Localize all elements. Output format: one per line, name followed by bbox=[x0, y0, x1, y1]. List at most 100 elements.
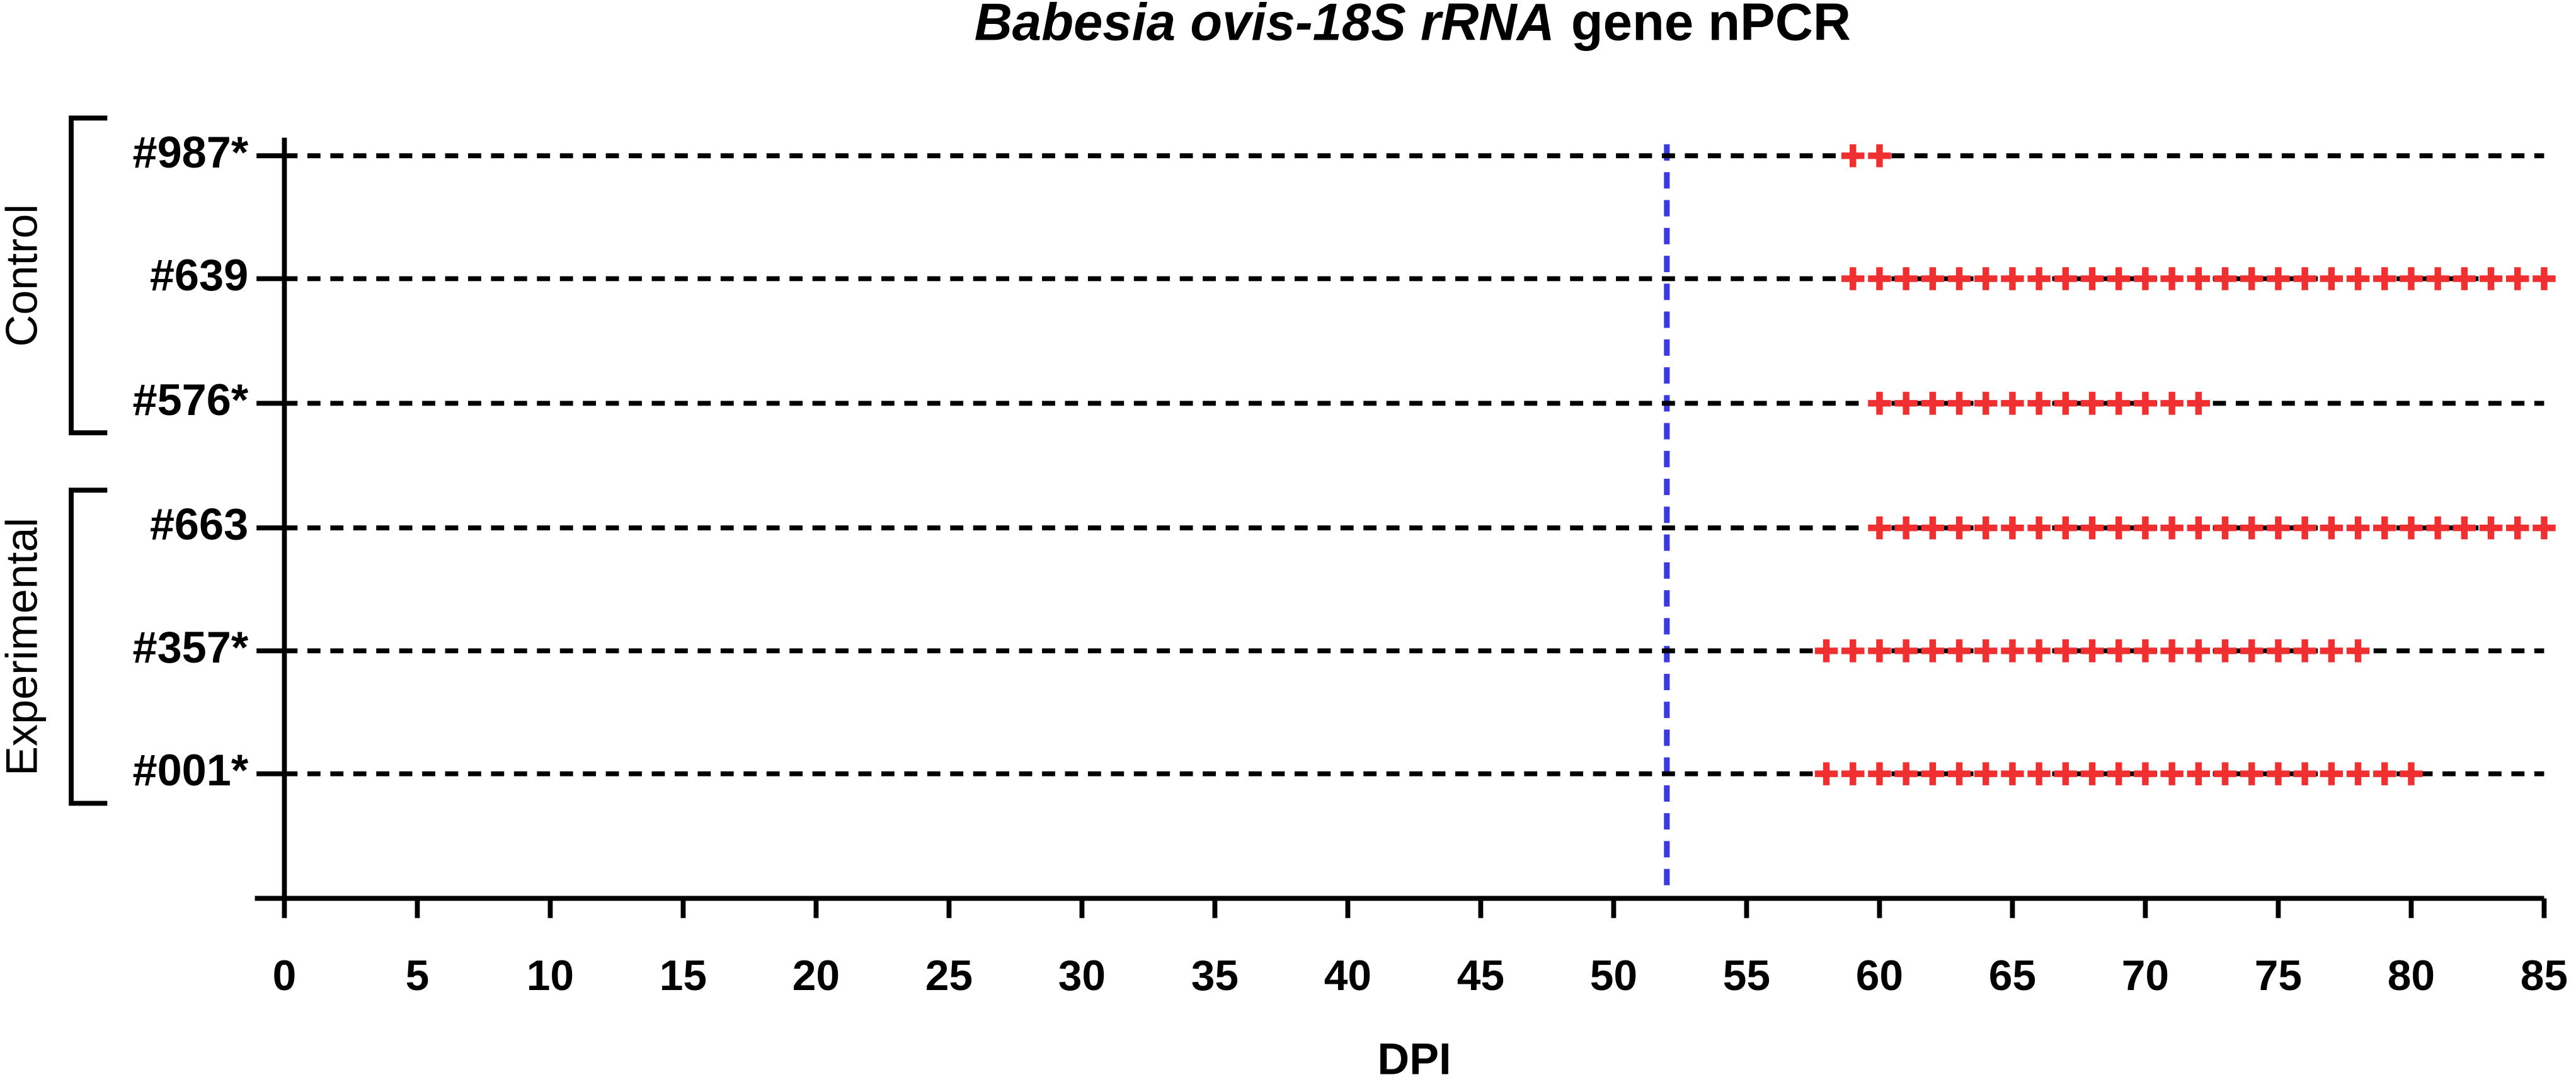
x-tick-label: 15 bbox=[660, 952, 707, 999]
positive-marker bbox=[1841, 639, 1865, 663]
positive-marker bbox=[2346, 267, 2370, 290]
positive-marker bbox=[1868, 639, 1891, 663]
positive-marker bbox=[1868, 392, 1891, 415]
positive-marker bbox=[2080, 639, 2104, 663]
positive-marker bbox=[2027, 639, 2051, 663]
positive-marker bbox=[2373, 267, 2396, 290]
x-tick-label: 75 bbox=[2255, 952, 2302, 999]
positive-marker bbox=[2267, 639, 2290, 663]
positive-marker bbox=[2160, 267, 2184, 290]
positive-marker bbox=[2373, 762, 2396, 785]
positive-marker bbox=[2453, 267, 2476, 290]
positive-marker bbox=[2400, 516, 2423, 540]
positive-marker bbox=[2320, 516, 2344, 540]
positive-marker bbox=[2293, 639, 2316, 663]
positive-marker bbox=[1921, 639, 1945, 663]
positive-marker bbox=[2346, 762, 2370, 785]
positive-marker bbox=[2001, 639, 2024, 663]
positive-marker bbox=[2027, 392, 2051, 415]
x-tick-label: 25 bbox=[925, 952, 973, 999]
positive-marker bbox=[2187, 516, 2211, 540]
positive-marker bbox=[2160, 762, 2184, 785]
positive-marker bbox=[2107, 639, 2131, 663]
positive-marker bbox=[2054, 392, 2078, 415]
positive-marker bbox=[1974, 639, 1998, 663]
x-tick-label: 35 bbox=[1191, 952, 1239, 999]
positive-marker bbox=[2187, 639, 2211, 663]
positive-marker bbox=[2134, 392, 2157, 415]
positive-marker bbox=[1921, 267, 1945, 290]
x-tick-label: 10 bbox=[527, 952, 574, 999]
positive-marker bbox=[1947, 762, 1971, 785]
positive-marker bbox=[2426, 516, 2449, 540]
positive-marker bbox=[1894, 267, 1918, 290]
positive-marker bbox=[2080, 267, 2104, 290]
positive-marker bbox=[1841, 144, 1865, 168]
row-label: #639 bbox=[150, 250, 248, 300]
positive-marker bbox=[2107, 516, 2131, 540]
positive-marker bbox=[2054, 516, 2078, 540]
row-label: #357* bbox=[133, 622, 249, 672]
x-tick-label: 30 bbox=[1058, 952, 1106, 999]
title-part: gene nPCR bbox=[1571, 0, 1851, 52]
positive-marker bbox=[2346, 516, 2370, 540]
positive-marker bbox=[1868, 762, 1891, 785]
positive-marker bbox=[2080, 762, 2104, 785]
positive-marker bbox=[1894, 392, 1918, 415]
positive-marker bbox=[2213, 516, 2237, 540]
title-part: Babesia ovis-18S rRNA bbox=[975, 0, 1555, 52]
positive-marker bbox=[1947, 392, 1971, 415]
positive-marker bbox=[2400, 762, 2423, 785]
positive-marker bbox=[2001, 267, 2024, 290]
positive-marker bbox=[2080, 516, 2104, 540]
positive-marker bbox=[2293, 762, 2316, 785]
positive-marker bbox=[2346, 639, 2370, 663]
positive-marker bbox=[2240, 516, 2264, 540]
positive-marker bbox=[1974, 762, 1998, 785]
positive-marker bbox=[2479, 267, 2503, 290]
positive-marker bbox=[2426, 267, 2449, 290]
positive-marker bbox=[2267, 267, 2290, 290]
positive-marker bbox=[2001, 516, 2024, 540]
x-axis-label: DPI bbox=[1377, 1034, 1451, 1082]
positive-marker bbox=[2160, 639, 2184, 663]
group-bracket bbox=[69, 115, 108, 436]
positive-marker bbox=[1947, 516, 1971, 540]
x-tick-label: 70 bbox=[2122, 952, 2169, 999]
x-tick-label: 85 bbox=[2521, 952, 2568, 999]
positive-marker bbox=[1814, 762, 1838, 785]
positive-marker bbox=[2533, 516, 2556, 540]
positive-marker bbox=[2027, 267, 2051, 290]
positive-marker bbox=[2134, 639, 2157, 663]
positive-marker bbox=[1921, 762, 1945, 785]
x-tick-label: 40 bbox=[1324, 952, 1371, 999]
positive-marker bbox=[2240, 762, 2264, 785]
positive-marker bbox=[1841, 762, 1865, 785]
positive-marker bbox=[2054, 267, 2078, 290]
positive-marker bbox=[1974, 392, 1998, 415]
positive-marker bbox=[2160, 516, 2184, 540]
positive-marker bbox=[1921, 392, 1945, 415]
positive-marker bbox=[2213, 267, 2237, 290]
x-tick-label: 60 bbox=[1856, 952, 1903, 999]
positive-marker bbox=[2533, 267, 2556, 290]
positive-marker bbox=[2267, 516, 2290, 540]
x-tick-label: 50 bbox=[1590, 952, 1637, 999]
positive-marker bbox=[2506, 516, 2529, 540]
positive-marker bbox=[2373, 516, 2396, 540]
positive-marker bbox=[2107, 762, 2131, 785]
positive-marker bbox=[1894, 762, 1918, 785]
row-label: #001* bbox=[133, 745, 249, 795]
positive-marker bbox=[2054, 762, 2078, 785]
row-label: #663 bbox=[150, 499, 248, 549]
x-tick-label: 5 bbox=[406, 952, 430, 999]
positive-marker bbox=[2027, 762, 2051, 785]
positive-marker bbox=[2293, 267, 2316, 290]
positive-marker bbox=[2320, 267, 2344, 290]
positive-marker bbox=[1868, 144, 1891, 168]
group-label: Experimental bbox=[0, 518, 47, 776]
positive-marker bbox=[2027, 516, 2051, 540]
row-label: #987* bbox=[133, 127, 249, 177]
